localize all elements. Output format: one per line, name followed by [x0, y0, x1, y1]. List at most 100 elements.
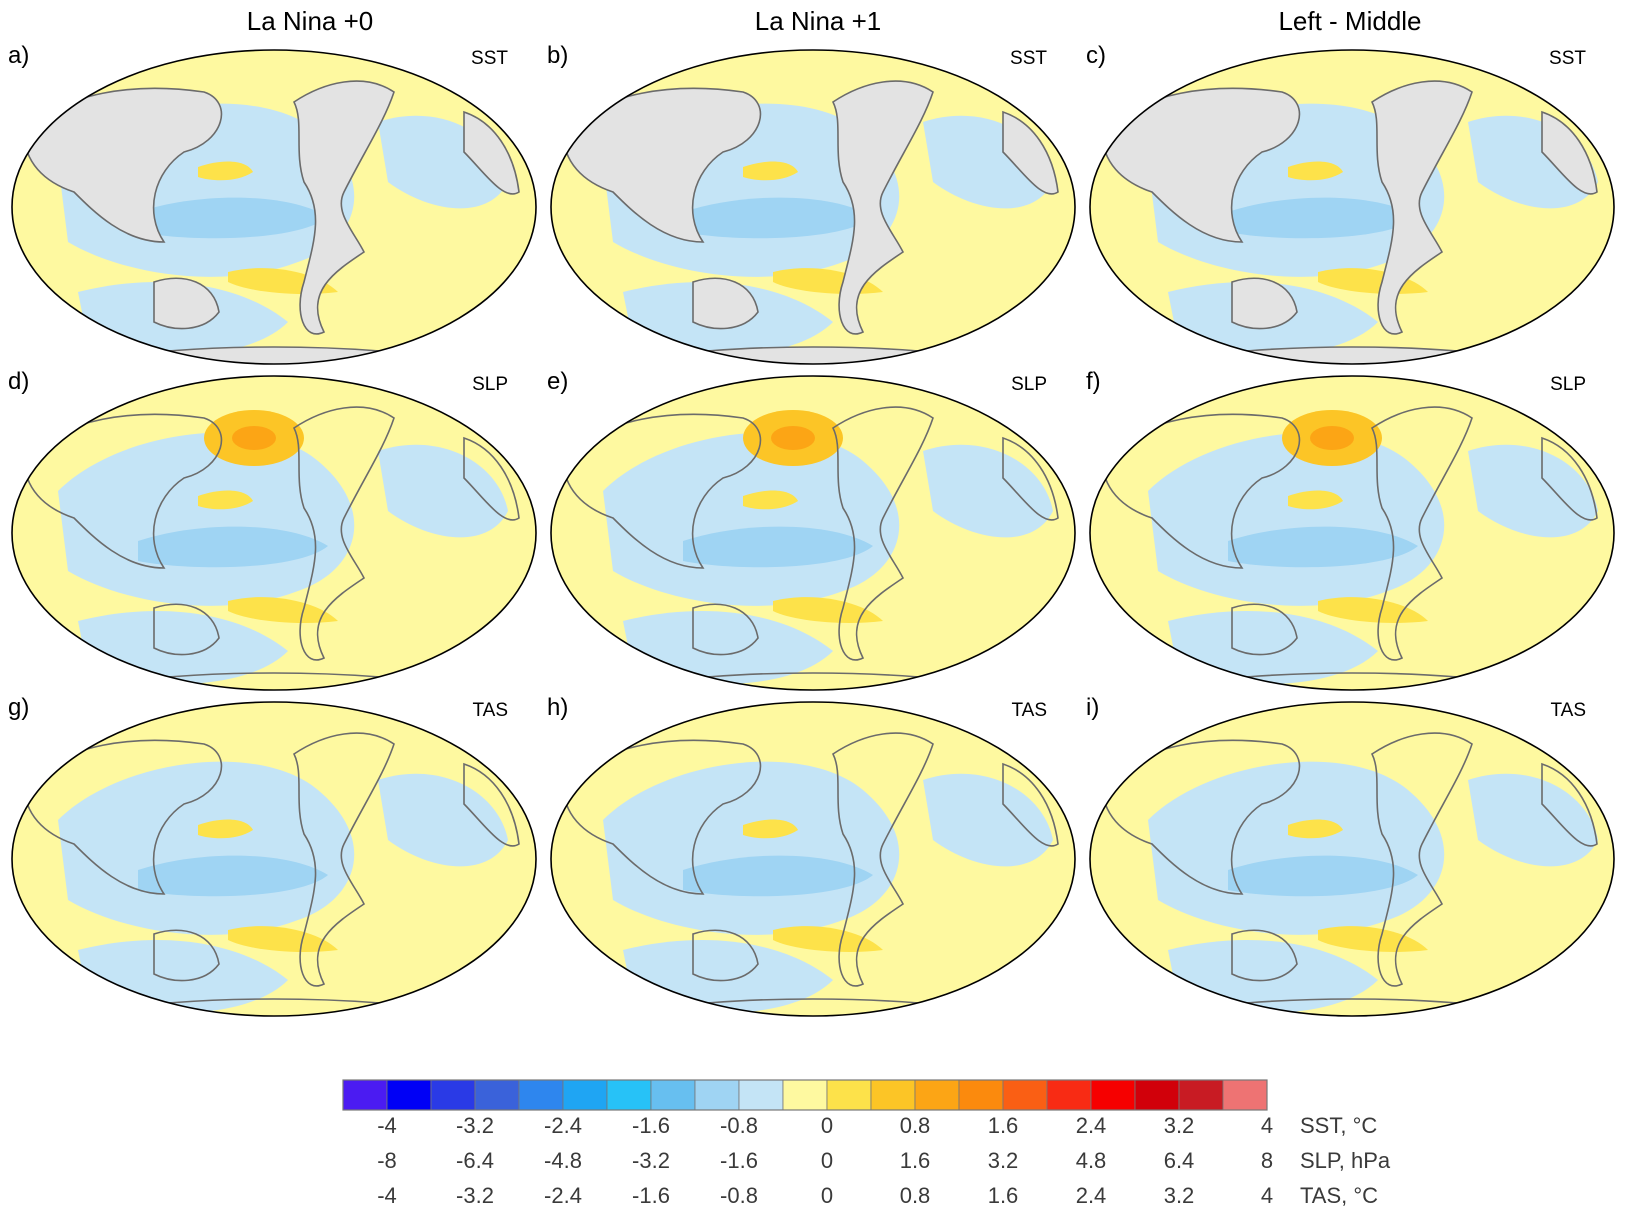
colorbar-tick-label: 2.4	[1075, 1183, 1107, 1208]
map-projection-g	[11, 701, 537, 1017]
panel-variable-label: SST	[1549, 48, 1586, 69]
panel-variable-label: SST	[471, 48, 508, 69]
panel-letter: c)	[1086, 42, 1106, 69]
colorbar-swatch-8	[694, 1079, 740, 1111]
coastline-3	[1002, 110, 1059, 195]
colorbar-swatch-16	[1046, 1079, 1092, 1111]
panel-variable-label: TAS	[1011, 700, 1047, 721]
coastline-2	[1231, 603, 1298, 656]
coastline-3	[1002, 762, 1059, 847]
anomaly-region-4	[743, 161, 798, 181]
panel-letter: f)	[1086, 368, 1101, 395]
coastline-2	[692, 929, 759, 982]
coastline-4	[622, 346, 1004, 364]
anomaly-region-4	[743, 490, 798, 510]
coastline-1	[1101, 739, 1301, 895]
coastline-1	[1101, 87, 1301, 243]
coastline-2	[153, 603, 220, 656]
coastline-1	[23, 739, 223, 895]
coastline-0	[831, 732, 934, 987]
colorbar-tick-label: 1.6	[987, 1183, 1019, 1208]
coastline-4	[1161, 346, 1543, 364]
anomaly-region-4	[743, 819, 798, 839]
colorbar-tick-label: 2.4	[1075, 1113, 1107, 1138]
anomaly-region-3	[138, 526, 328, 568]
anomaly-region-5	[228, 597, 338, 623]
colorbar-swatch-5	[562, 1079, 608, 1111]
colorbar-tick-label: 1.6	[987, 1113, 1019, 1138]
anomaly-region-2	[378, 773, 508, 867]
anomaly-region-2	[923, 444, 1053, 538]
colorbar-tick-label: -4	[377, 1113, 397, 1138]
colorbar-tick-label: -1.6	[632, 1183, 670, 1208]
map-outline	[11, 49, 537, 365]
coastline-0	[831, 406, 934, 661]
anomaly-region-4	[1288, 819, 1343, 839]
colorbar-tick-label: 0.8	[899, 1113, 931, 1138]
colorbar-swatch-4	[518, 1079, 564, 1111]
map-panel-e: e) SLP	[543, 368, 1076, 698]
map-outline	[1089, 701, 1615, 1017]
coastline-2	[153, 929, 220, 982]
colorbar-swatch-2	[430, 1079, 476, 1111]
colorbar-swatch-0	[342, 1079, 388, 1111]
coastline-0	[1370, 406, 1473, 661]
anomaly-region-3	[1228, 197, 1418, 239]
colorbar-tick-label: 0	[820, 1113, 834, 1138]
colorbar-tick-label: 1.6	[899, 1148, 931, 1173]
coastline-2	[153, 277, 220, 330]
panel-letter: a)	[8, 42, 30, 69]
colorbar-swatch-3	[474, 1079, 520, 1111]
colorbar-tick-label: -6.4	[456, 1148, 494, 1173]
panel-variable-label: SLP	[1550, 374, 1586, 395]
colorbar-tick-label: 4	[1260, 1183, 1274, 1208]
anomaly-region-4	[198, 161, 253, 181]
coastline-3	[463, 436, 520, 521]
colorbar-swatch-7	[650, 1079, 696, 1111]
coastline-3	[1541, 762, 1598, 847]
colorbar-tick-label: 6.4	[1163, 1148, 1195, 1173]
colorbar-swatch-18	[1134, 1079, 1180, 1111]
coastline-3	[463, 110, 520, 195]
colorbar-row-label: SLP, hPa	[1300, 1148, 1391, 1173]
map-panel-h: h) TAS	[543, 694, 1076, 1024]
colorbar-swatch-17	[1090, 1079, 1136, 1111]
anomaly-region-2	[1468, 444, 1598, 538]
colorbar-tick-label: 4.8	[1075, 1148, 1107, 1173]
anomaly-region-5	[1318, 926, 1428, 952]
colorbar-swatch-14	[958, 1079, 1004, 1111]
coastline-0	[1370, 80, 1473, 335]
anomaly-region-4	[1288, 161, 1343, 181]
coastline-1	[23, 87, 223, 243]
anomaly-region-1	[1168, 611, 1378, 685]
panel-variable-label: SST	[1010, 48, 1047, 69]
panel-letter: i)	[1086, 694, 1100, 721]
slp-high-core	[771, 426, 815, 450]
map-panel-g: g) TAS	[4, 694, 537, 1024]
colorbar-tick-label: -3.2	[456, 1113, 494, 1138]
map-projection-a	[11, 49, 537, 365]
slp-high-core	[1310, 426, 1354, 450]
column-title-3: Left - Middle	[1278, 6, 1422, 36]
anomaly-region-2	[923, 773, 1053, 867]
colorbar-tick-label: 0	[820, 1148, 834, 1173]
map-projection-c	[1089, 49, 1615, 365]
colorbar-tick-label: -8	[377, 1148, 397, 1173]
anomaly-region-5	[228, 926, 338, 952]
anomaly-region-2	[1468, 773, 1598, 867]
colorbar-swatch-20	[1222, 1079, 1268, 1111]
colorbar-swatch-15	[1002, 1079, 1048, 1111]
panel-letter: h)	[547, 694, 569, 721]
panel-variable-label: TAS	[472, 700, 508, 721]
coastline-3	[1541, 436, 1598, 521]
map-projection-i	[1089, 701, 1615, 1017]
coastline-3	[1002, 436, 1059, 521]
colorbar-tick-label: -1.6	[720, 1148, 758, 1173]
map-panel-c: c) SST	[1082, 42, 1615, 372]
colorbar-tick-label: 0	[820, 1183, 834, 1208]
panel-letter: d)	[8, 368, 30, 395]
map-outline	[11, 701, 537, 1017]
panel-letter: e)	[547, 368, 569, 395]
panel-variable-label: TAS	[1550, 700, 1586, 721]
colorbar-swatch-11	[826, 1079, 872, 1111]
